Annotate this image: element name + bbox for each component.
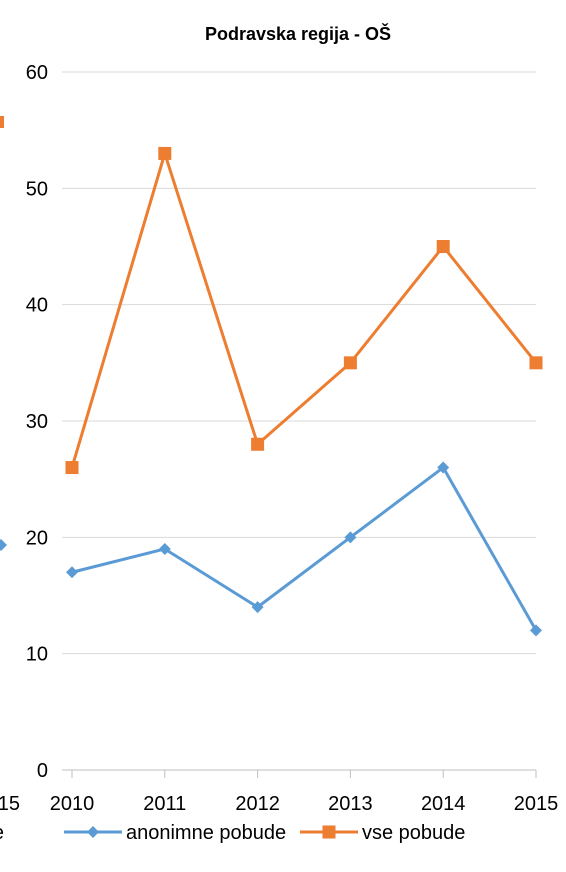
data-point-anonimne-pobude-2011 [158, 542, 171, 555]
data-point-anonimne-pobude-2010 [66, 566, 78, 579]
data-point-vse-pobude-2015 [529, 356, 543, 370]
y-tick-label-60: 60 [26, 62, 48, 84]
data-point-anonimne-pobude-2015 [530, 624, 542, 637]
series-line-vse-pobude [70, 151, 538, 468]
chart-title: Podravska regija - OŠ [205, 23, 391, 44]
y-tick-label-0: 0 [37, 760, 48, 782]
x-axis: 2010 2011 2012 2013 2014 2015 [50, 769, 559, 815]
legend: anonimne pobude vse pobude [64, 822, 465, 844]
data-point-vse-pobude-2014 [436, 240, 450, 253]
x-tick-label-2015: 2015 [514, 793, 559, 815]
cropped-diamond-marker [0, 539, 7, 551]
plot-series [65, 146, 543, 637]
data-point-anonimne-pobude-2013 [344, 531, 357, 544]
y-tick-label-10: 10 [26, 644, 48, 666]
data-point-vse-pobude-2010 [65, 461, 79, 475]
legend-marker-anonimne-pobude [87, 826, 99, 838]
data-point-vse-pobude-2012 [251, 437, 265, 451]
y-axis-ticks: 0 10 20 30 40 50 60 [26, 62, 48, 782]
cropped-legend-label: e [0, 822, 4, 844]
series-anonimne-pobude [66, 461, 542, 637]
legend-marker-vse-pobude [322, 825, 336, 839]
legend-label-vse-pobude: vse pobude [362, 822, 465, 844]
data-point-vse-pobude-2011 [158, 146, 172, 160]
cropped-square-marker [0, 116, 4, 128]
x-tick-label-2012: 2012 [235, 793, 280, 815]
y-tick-label-30: 30 [26, 411, 48, 433]
data-point-anonimne-pobude-2012 [251, 601, 264, 614]
legend-label-anonimne-pobude: anonimne pobude [126, 822, 286, 844]
x-tick-label-2014: 2014 [421, 793, 466, 815]
x-tick-label-2013: 2013 [328, 793, 373, 815]
series-vse-pobude [65, 146, 543, 475]
x-tick-label-2011: 2011 [143, 793, 186, 815]
y-tick-label-50: 50 [26, 178, 48, 200]
x-tick-label-2010: 2010 [50, 793, 95, 815]
y-tick-label-20: 20 [26, 527, 48, 549]
cropped-tick-label: 15 [0, 793, 20, 815]
gridlines [62, 71, 536, 655]
data-point-vse-pobude-2013 [343, 356, 357, 370]
series-line-anonimne-pobude [71, 466, 538, 632]
data-point-anonimne-pobude-2014 [437, 461, 450, 474]
y-tick-label-40: 40 [26, 295, 48, 317]
cropped-left-chart-fragments: 15 e [0, 116, 20, 844]
